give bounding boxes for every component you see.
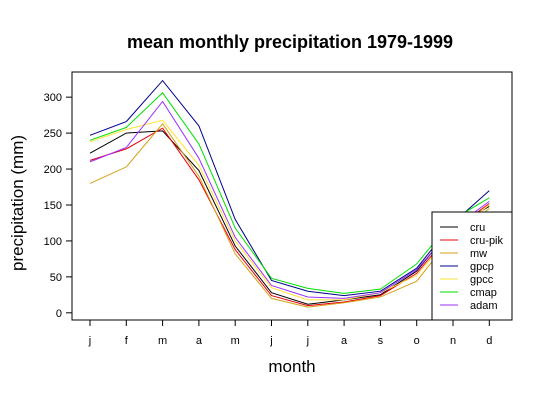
y-tick-label: 100	[44, 236, 62, 248]
plot-frame	[71, 71, 513, 321]
legend-label-gpcp: gpcp	[470, 261, 494, 273]
x-tick-label: j	[269, 335, 272, 347]
legend-label-cru-pik: cru-pik	[470, 235, 504, 247]
x-tick-label: m	[231, 335, 240, 347]
y-tick-label: 200	[44, 164, 62, 176]
x-tick-label: s	[378, 335, 384, 347]
series-line-cru-pik	[89, 127, 490, 307]
series-layer	[89, 79, 490, 308]
series-line-cru	[89, 130, 490, 305]
x-tick-label: j	[306, 335, 309, 347]
y-tick-label: 300	[44, 92, 62, 104]
legend-label-adam: adam	[470, 300, 498, 312]
series-line-gpcc	[89, 119, 490, 301]
axis-layer: 0 50 100 150 200 250 300 j f m a m j j a s o n d	[44, 92, 493, 347]
x-tick-label: m	[158, 335, 167, 347]
x-tick-label: a	[341, 335, 348, 347]
legend-label-cru: cru	[470, 222, 485, 234]
x-axis-label: month	[268, 357, 315, 376]
x-tick-label: j	[88, 335, 91, 347]
y-tick-label: 50	[50, 272, 62, 284]
y-tick-label: 0	[56, 308, 62, 320]
x-tick-label: d	[486, 335, 492, 347]
legend-label-gpcc: gpcc	[470, 274, 494, 286]
series-line-cmap	[89, 92, 490, 294]
y-axis-label: precipitation (mm)	[8, 135, 27, 271]
series-line-adam	[89, 100, 490, 299]
series-line-gpcp	[89, 79, 490, 297]
x-tick-label: a	[196, 335, 203, 347]
x-tick-label: n	[450, 335, 456, 347]
series-line-mw	[89, 122, 490, 308]
x-tick-label: f	[125, 335, 129, 347]
y-tick-label: 250	[44, 128, 62, 140]
y-tick-label: 150	[44, 200, 62, 212]
chart-title: mean monthly precipitation 1979-1999	[127, 32, 453, 52]
legend-label-cmap: cmap	[470, 287, 497, 299]
x-tick-label: o	[414, 335, 420, 347]
legend-label-mw: mw	[470, 248, 487, 260]
